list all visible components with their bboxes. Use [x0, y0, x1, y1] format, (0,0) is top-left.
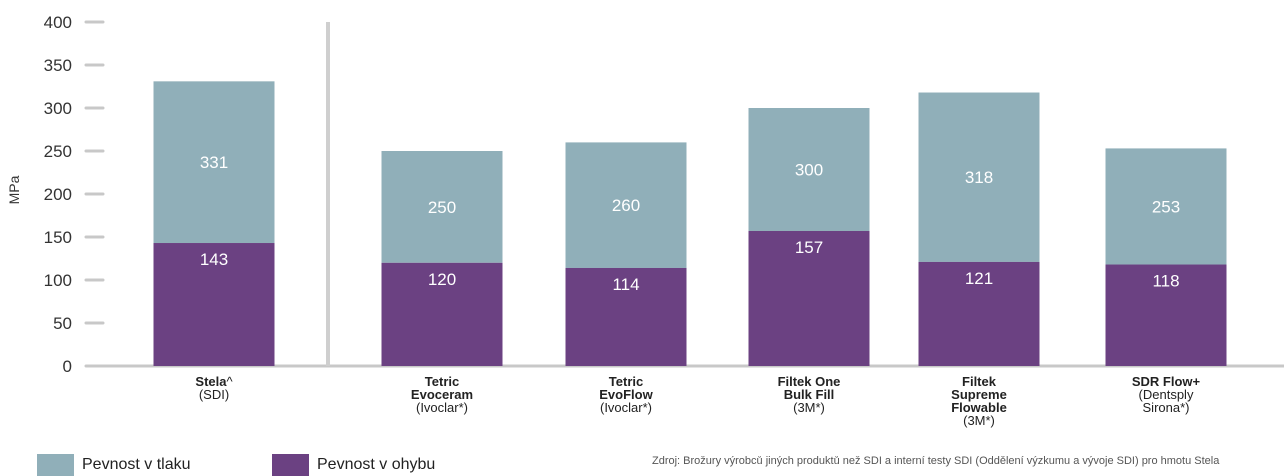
category-label: Flowable	[951, 400, 1007, 415]
bar-flexural	[565, 267, 687, 366]
data-label-flexural: 157	[795, 238, 823, 257]
bar-compressive	[748, 108, 870, 231]
category-label: Evoceram	[411, 387, 473, 402]
y-tick-label: 150	[44, 228, 72, 247]
bar-compressive	[381, 151, 503, 263]
legend-label-compressive: Pevnost v tlaku	[82, 456, 191, 473]
y-tick-label: 50	[53, 314, 72, 333]
y-tick-label: 200	[44, 185, 72, 204]
y-tick-label: 350	[44, 56, 72, 75]
data-label-compressive: 253	[1152, 197, 1180, 216]
data-label-compressive: 300	[795, 160, 823, 179]
legend-item-flexural: Pevnost v ohybu	[272, 454, 435, 476]
legend: Pevnost v tlaku Pevnost v ohybu	[37, 454, 435, 476]
data-label-compressive: 250	[428, 198, 456, 217]
category-maker-label: (SDI)	[199, 387, 229, 402]
category-label: Tetric	[609, 374, 643, 389]
y-axis-label: MPa	[6, 175, 22, 204]
category-maker-label: (3M*)	[963, 413, 995, 428]
bar-flexural	[918, 261, 1040, 366]
legend-swatch-flexural	[272, 454, 309, 476]
data-label-flexural: 143	[200, 250, 228, 269]
bar-flexural	[1105, 264, 1227, 366]
category-maker-label: (Ivoclar*)	[600, 400, 652, 415]
chart-svg: 0 50 100 150 200 250 300 350 400 MPa 331 143 250 120 2…	[6, 13, 1284, 428]
data-label-compressive: 331	[200, 153, 228, 172]
data-label-compressive: 318	[965, 168, 993, 187]
y-tick-label: 400	[44, 13, 72, 32]
bar-flexural	[153, 243, 275, 366]
category-label-suffix: ^	[226, 374, 233, 389]
bar-compressive	[918, 92, 1040, 262]
bar-compressive	[1105, 148, 1227, 265]
bar-flexural	[748, 230, 870, 366]
category-maker-label: (Dentsply	[1139, 387, 1194, 402]
data-label-compressive: 260	[612, 196, 640, 215]
legend-swatch-compressive	[37, 454, 74, 476]
y-tick-label: 0	[63, 357, 72, 376]
data-label-flexural: 121	[965, 269, 993, 288]
bar-compressive	[565, 142, 687, 268]
source-note: Zdroj: Brožury výrobců jiných produktů n…	[652, 456, 1220, 467]
y-tick-label: 300	[44, 99, 72, 118]
bar-compressive	[153, 81, 275, 244]
data-label-flexural: 114	[612, 275, 639, 294]
y-tick-label: 250	[44, 142, 72, 161]
legend-item-compressive: Pevnost v tlaku	[37, 454, 272, 476]
category-maker-label: (3M*)	[793, 400, 825, 415]
data-label-flexural: 120	[428, 270, 456, 289]
y-tick-label: 100	[44, 271, 72, 290]
category-label: EvoFlow	[599, 387, 653, 402]
category-label: Filtek One	[778, 374, 841, 389]
category-label: Supreme	[951, 387, 1007, 402]
category-maker-label: (Ivoclar*)	[416, 400, 468, 415]
category-label: SDR Flow+	[1132, 374, 1201, 389]
category-label: Bulk Fill	[784, 387, 835, 402]
category-label: Tetric	[425, 374, 459, 389]
category-maker-label: Sirona*)	[1143, 400, 1190, 415]
data-label-flexural: 118	[1152, 272, 1179, 291]
bar-flexural	[381, 262, 503, 366]
category-label: Stela^	[195, 374, 233, 389]
category-label: Filtek	[962, 374, 997, 389]
legend-label-flexural: Pevnost v ohybu	[317, 456, 436, 473]
